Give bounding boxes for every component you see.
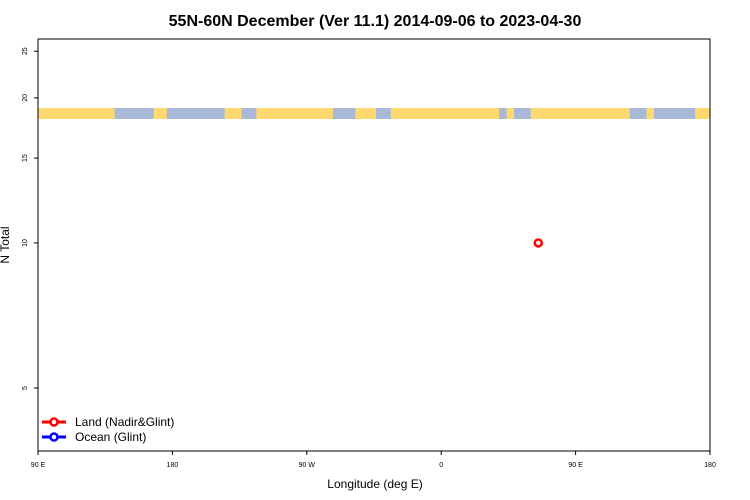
- x-tick-label: 90 E: [31, 462, 46, 469]
- land-segment: [355, 108, 376, 119]
- land-segment: [506, 108, 514, 119]
- y-axis: 5 10 15 20 25: [22, 47, 38, 390]
- y-tick-label: 20: [22, 94, 29, 102]
- x-tick-label: 0: [439, 462, 443, 469]
- y-tick-label: 5: [22, 386, 29, 390]
- chart-title: 55N-60N December (Ver 11.1) 2014-09-06 t…: [169, 13, 582, 30]
- land-segment: [256, 108, 333, 119]
- land-segment: [38, 108, 115, 119]
- plot-frame: [37, 38, 711, 452]
- land-segment: [390, 108, 500, 119]
- x-axis: 90 E 180 90 W 0 90 E 180: [31, 451, 716, 469]
- land-ocean-band: [38, 108, 710, 119]
- y-tick-label: 10: [22, 239, 29, 247]
- land-segment: [153, 108, 167, 119]
- x-tick-label: 180: [704, 462, 716, 469]
- land-segment: [530, 108, 630, 119]
- x-axis-label: Longitude (deg E): [327, 477, 422, 491]
- y-axis-label: N Total: [0, 226, 12, 263]
- land-segment: [695, 108, 710, 119]
- x-tick-label: 180: [167, 462, 179, 469]
- legend-label: Land (Nadir&Glint): [75, 415, 174, 429]
- y-tick-label: 15: [22, 154, 29, 162]
- legend: Land (Nadir&Glint)Ocean (Glint): [42, 415, 174, 444]
- x-tick-label: 90 E: [568, 462, 583, 469]
- land-segment: [224, 108, 242, 119]
- legend-marker: [49, 417, 59, 427]
- land-segment: [646, 108, 654, 119]
- x-tick-label: 90 W: [299, 462, 316, 469]
- y-tick-label: 25: [22, 47, 29, 55]
- data-point: [533, 238, 544, 248]
- data-points: [533, 238, 544, 248]
- legend-marker: [49, 432, 59, 442]
- legend-label: Ocean (Glint): [75, 430, 146, 444]
